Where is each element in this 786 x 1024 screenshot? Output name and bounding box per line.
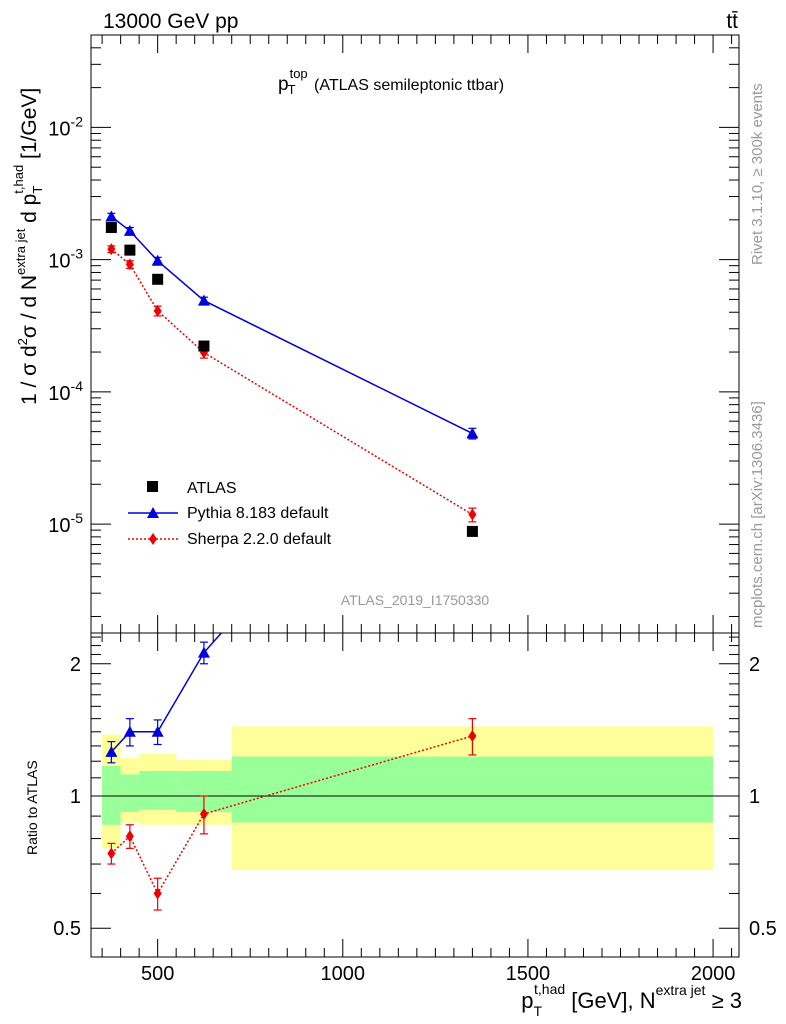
legend-sherpa-marker (149, 533, 157, 545)
ratio-ytick-label-left: 0.5 (53, 918, 81, 940)
legend-pythia-marker (147, 507, 159, 518)
xtick-label: 2000 (691, 963, 736, 985)
atlas-point (105, 221, 117, 233)
sherpa-line (110, 248, 473, 516)
ratio-pythia-point (105, 745, 118, 757)
main-ytick-label: 10-4 (48, 378, 83, 405)
atlas-point (198, 340, 210, 352)
pythia-point (466, 427, 479, 439)
sherpa-point (468, 508, 477, 521)
ratio-frame (90, 632, 740, 958)
main-y-axis-label: 1 / σ d2σ / d Nextra jet d pTt,had [1/Ge… (11, 88, 45, 405)
ratio-pythia-point (197, 646, 210, 658)
ratio-sherpa-point (468, 729, 477, 742)
process-label: tt̄ (726, 10, 738, 33)
ratio-ytick-label-left: 2 (70, 654, 81, 676)
legend-atlas-label: ATLAS (187, 480, 237, 497)
main-ytick-label: 10-3 (48, 246, 83, 273)
main-ytick-label: 10-5 (48, 510, 83, 537)
pythia-point (197, 294, 210, 306)
xtick-label: 500 (141, 963, 174, 985)
x-axis-label: pTt,had [GeV], Nextra jet ≥ 3 (521, 981, 742, 1019)
ratio-ytick-label-left: 1 (70, 786, 81, 808)
sherpa-point (125, 258, 134, 271)
pythia-point (105, 210, 118, 222)
ratio-band-stat (139, 771, 177, 810)
ratio-band-stat (231, 756, 714, 823)
analysis-watermark: ATLAS_2019_I1750330 (341, 592, 490, 608)
energy-label: 13000 GeV pp (103, 10, 238, 33)
ratio-sherpa-point (153, 887, 162, 900)
plot-title: ptop T (ATLAS semileptonic ttbar) (278, 66, 504, 97)
legend-atlas-marker (147, 481, 158, 492)
ratio-sherpa-point (199, 807, 208, 820)
main-ytick-label: 10-2 (48, 113, 83, 140)
ratio-band-stat (120, 774, 140, 812)
ratio-pythia-point (151, 725, 164, 737)
legend-sherpa-label: Sherpa 2.2.0 default (187, 531, 332, 548)
pythia-point (123, 224, 136, 236)
ratio-ytick-label-right: 0.5 (749, 918, 777, 940)
pythia-line (110, 215, 473, 435)
ratio-pythia-point (123, 725, 136, 737)
sherpa-point (107, 243, 116, 256)
ratio-ytick-label-right: 2 (749, 654, 760, 676)
main-panel: 10-5 10-4 10-3 10-2 ptop T (ATLAS semilepton… (11, 34, 740, 634)
ratio-sherpa-point (125, 830, 134, 843)
atlas-point (466, 525, 478, 537)
ratio-sherpa-point (107, 847, 116, 860)
legend: ATLAS Pythia 8.183 default Sherpa 2.2.0 … (128, 480, 332, 548)
atlas-point (152, 273, 164, 285)
xtick-label: 1500 (506, 963, 551, 985)
pythia-point (151, 254, 164, 266)
mcplots-label: mcplots.cern.ch [arXiv:1306.3436] (749, 401, 766, 628)
ratio-y-axis-label: Ratio to ATLAS (24, 760, 40, 855)
sherpa-point (153, 304, 162, 317)
ratio-ytick-label-right: 1 (749, 786, 760, 808)
rivet-label: Rivet 3.1.10, ≥ 300k events (749, 83, 766, 265)
xtick-label: 1000 (321, 963, 366, 985)
ratio-band-stat (102, 766, 121, 825)
ratio-panel: 0.5 0.5 1 1 2 2 500 1000 1500 2000 Ratio to ATLAS… (24, 632, 777, 1019)
atlas-point (124, 244, 136, 256)
legend-pythia-label: Pythia 8.183 default (187, 505, 329, 522)
